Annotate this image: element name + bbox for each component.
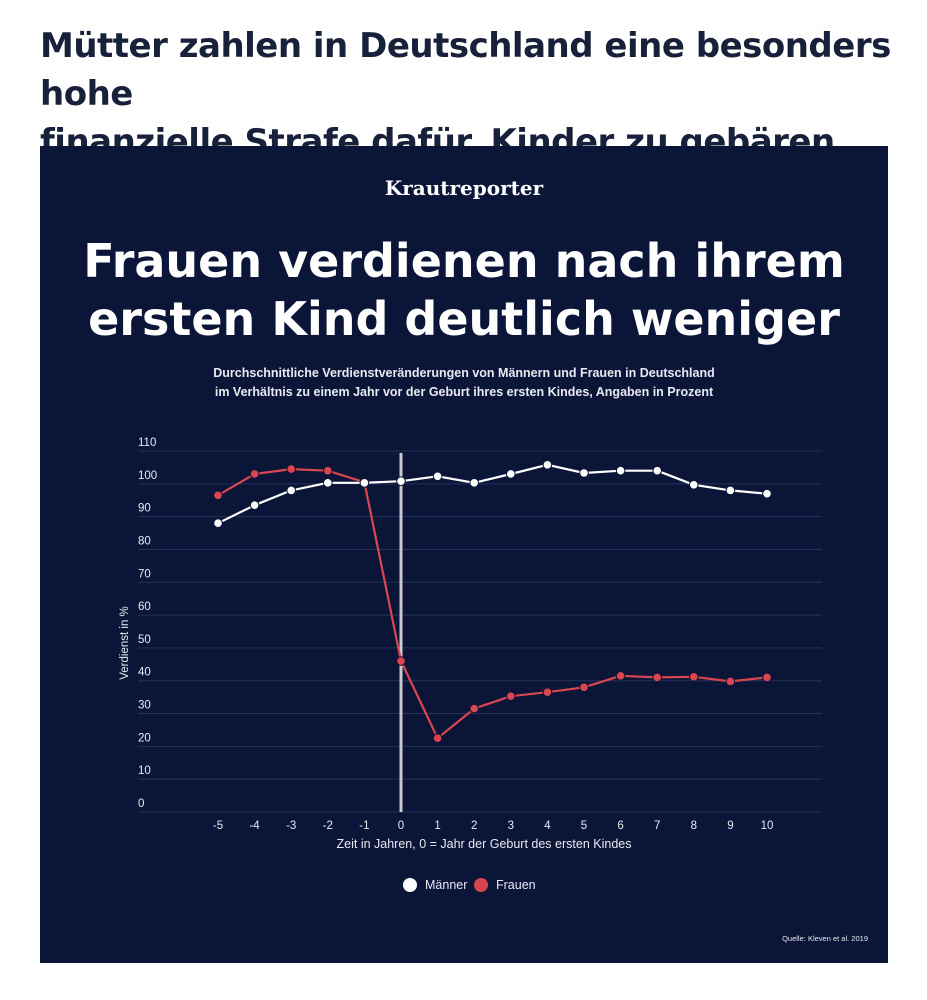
y-tick-labels: 0 10 20 30 40 50 60 70 80 90 100 110 bbox=[138, 437, 157, 810]
legend-marker-maenner bbox=[403, 878, 417, 892]
legend-label-frauen: Frauen bbox=[496, 878, 536, 892]
point-frauen-8 bbox=[689, 671, 699, 682]
y-tick-90: 90 bbox=[138, 503, 151, 515]
point-maenner-9 bbox=[725, 485, 736, 496]
point-frauen--3 bbox=[286, 464, 296, 474]
legend-marker-frauen bbox=[474, 878, 488, 892]
y-tick-60: 60 bbox=[138, 601, 151, 613]
chart-subtitle-line-1: Durchschnittliche Verdienstveränderungen… bbox=[213, 366, 715, 380]
x-tick--1: -1 bbox=[359, 820, 369, 832]
point-maenner--3 bbox=[286, 485, 296, 496]
chart-graphic: Krautreporter Frauen verdienen nach ihre… bbox=[40, 146, 888, 963]
gridlines bbox=[138, 450, 822, 813]
point-frauen-7 bbox=[652, 672, 663, 683]
chart-title-line-1: Frauen verdienen nach ihrem bbox=[83, 234, 845, 288]
article-headline: Mütter zahlen in Deutschland eine besond… bbox=[40, 22, 900, 166]
chart-subtitle-line-2: im Verhältnis zu einem Jahr vor der Gebu… bbox=[214, 385, 714, 399]
point-maenner-5 bbox=[579, 468, 589, 478]
x-tick-5: 5 bbox=[581, 820, 587, 832]
point-frauen-6 bbox=[615, 671, 626, 681]
x-tick-8: 8 bbox=[691, 820, 697, 832]
point-maenner-3 bbox=[506, 469, 516, 479]
x-tick-0: 0 bbox=[398, 820, 404, 832]
legend-label-maenner: Männer bbox=[425, 878, 467, 892]
point-frauen-9 bbox=[725, 676, 736, 687]
y-tick-110: 110 bbox=[138, 437, 156, 449]
krautreporter-logo: Krautreporter bbox=[384, 176, 544, 200]
x-tick--4: -4 bbox=[249, 820, 260, 832]
point-frauen--4 bbox=[249, 469, 260, 479]
x-tick-10: 10 bbox=[761, 820, 774, 832]
y-tick-50: 50 bbox=[138, 634, 151, 646]
series-line-maenner bbox=[217, 463, 768, 525]
chart-series bbox=[213, 459, 772, 743]
x-axis-label: Zeit in Jahren, 0 = Jahr der Geburt des … bbox=[337, 837, 632, 851]
point-maenner-6 bbox=[615, 465, 626, 476]
chart-title-line-2: ersten Kind deutlich weniger bbox=[88, 292, 840, 346]
x-tick-1: 1 bbox=[434, 820, 440, 832]
point-frauen-10 bbox=[762, 672, 772, 683]
point-maenner--1 bbox=[359, 478, 370, 488]
point-maenner-0 bbox=[396, 476, 406, 486]
chart-subtitle: Durchschnittliche Verdienstveränderungen… bbox=[40, 364, 888, 402]
point-frauen-1 bbox=[432, 733, 443, 743]
point-frauen--2 bbox=[323, 465, 333, 476]
source-note: Quelle: Kleven et al. 2019 bbox=[782, 934, 868, 943]
chart-legend: Männer Frauen bbox=[403, 878, 536, 892]
chart-title: Frauen verdienen nach ihrem ersten Kind … bbox=[40, 232, 888, 348]
point-maenner-8 bbox=[689, 480, 699, 490]
x-tick--3: -3 bbox=[286, 820, 296, 832]
x-tick-6: 6 bbox=[617, 820, 623, 832]
point-maenner-1 bbox=[432, 471, 443, 482]
y-tick-20: 20 bbox=[138, 732, 151, 744]
y-axis-label: Verdienst in % bbox=[119, 606, 131, 680]
point-frauen-0 bbox=[396, 656, 406, 666]
point-frauen-4 bbox=[542, 687, 553, 698]
point-maenner--5 bbox=[213, 518, 223, 529]
point-frauen--5 bbox=[213, 490, 223, 501]
point-frauen-2 bbox=[469, 703, 480, 714]
x-tick-7: 7 bbox=[654, 820, 660, 832]
y-tick-80: 80 bbox=[138, 535, 151, 547]
point-maenner-7 bbox=[652, 465, 663, 476]
x-tick-3: 3 bbox=[508, 820, 514, 832]
series-line-frauen bbox=[217, 468, 768, 740]
point-maenner--4 bbox=[249, 500, 260, 510]
x-tick-4: 4 bbox=[544, 820, 551, 832]
point-maenner-2 bbox=[469, 478, 480, 488]
y-tick-10: 10 bbox=[138, 765, 151, 777]
y-tick-70: 70 bbox=[138, 568, 151, 580]
point-maenner-10 bbox=[762, 488, 772, 499]
point-frauen-5 bbox=[579, 682, 589, 693]
point-maenner-4 bbox=[542, 459, 553, 470]
x-tick-9: 9 bbox=[727, 820, 733, 832]
x-tick--5: -5 bbox=[213, 820, 223, 832]
headline-line-1: Mütter zahlen in Deutschland eine besond… bbox=[40, 26, 891, 114]
y-tick-100: 100 bbox=[138, 470, 157, 482]
y-tick-30: 30 bbox=[138, 700, 151, 712]
point-maenner--2 bbox=[323, 478, 333, 488]
line-chart: 0 10 20 30 40 50 60 70 80 90 100 110 -5 -4 -3 -2 -1 0 1 2 3… bbox=[119, 437, 822, 892]
y-tick-40: 40 bbox=[138, 667, 151, 679]
point-frauen-3 bbox=[506, 691, 516, 701]
y-tick-0: 0 bbox=[138, 798, 144, 810]
x-tick-labels: -5 -4 -3 -2 -1 0 1 2 3 4 5 6 7 8 9 10 bbox=[213, 820, 774, 832]
x-tick-2: 2 bbox=[471, 820, 477, 832]
x-tick--2: -2 bbox=[323, 820, 333, 832]
